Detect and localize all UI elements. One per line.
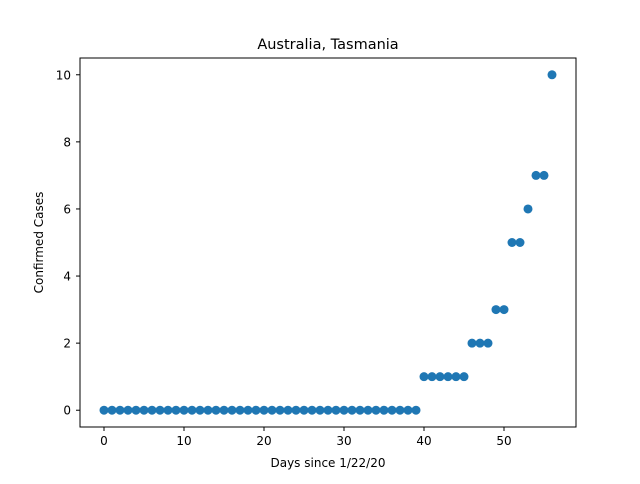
x-axis-ticks: 0 10 20 30 40 50 — [100, 427, 512, 448]
y-tick-label: 2 — [63, 337, 71, 351]
data-point — [515, 238, 525, 247]
data-point — [171, 405, 181, 415]
data-point — [275, 405, 285, 415]
y-axis-ticks: 0 2 4 6 8 10 — [56, 68, 80, 418]
data-point — [211, 405, 221, 415]
data-point — [475, 338, 485, 348]
data-point — [131, 405, 141, 415]
data-point — [163, 405, 173, 415]
x-tick-label: 30 — [336, 434, 351, 448]
data-point — [387, 405, 397, 415]
data-point — [243, 405, 253, 415]
plot-area-frame — [79, 57, 577, 428]
data-point — [411, 405, 421, 415]
data-point — [107, 405, 117, 415]
data-point — [251, 405, 261, 415]
data-points — [99, 70, 557, 415]
data-point — [299, 405, 309, 415]
data-point — [227, 405, 237, 415]
data-point — [523, 204, 533, 214]
data-point — [123, 405, 133, 415]
data-point — [443, 372, 453, 382]
data-point — [451, 372, 461, 382]
data-point — [467, 338, 477, 348]
data-point — [347, 405, 357, 415]
y-axis-label: Confirmed Cases — [32, 192, 46, 294]
data-point — [491, 305, 501, 315]
y-tick-label: 0 — [63, 404, 71, 418]
data-point — [371, 405, 381, 415]
data-point — [259, 405, 269, 415]
y-tick-label: 8 — [63, 135, 71, 149]
data-point — [155, 405, 165, 415]
x-tick-label: 0 — [100, 434, 108, 448]
data-point — [499, 305, 509, 315]
data-point — [355, 405, 365, 415]
data-point — [483, 338, 493, 348]
x-axis-label: Days since 1/22/20 — [270, 456, 385, 470]
x-tick-label: 10 — [176, 434, 191, 448]
data-point — [331, 405, 341, 415]
data-point — [267, 405, 277, 415]
data-point — [539, 170, 549, 180]
data-point — [435, 372, 445, 382]
data-point — [323, 405, 333, 415]
data-point — [307, 405, 317, 415]
data-point — [427, 372, 437, 382]
data-point — [339, 405, 349, 415]
x-tick-label: 40 — [416, 434, 431, 448]
data-point — [291, 405, 301, 415]
data-point — [507, 238, 517, 247]
data-point — [379, 405, 389, 415]
y-tick-label: 6 — [63, 202, 71, 216]
data-point — [195, 405, 205, 415]
data-point — [187, 405, 197, 415]
data-point — [547, 70, 557, 80]
data-point — [139, 405, 149, 415]
x-tick-label: 50 — [496, 434, 511, 448]
data-point — [403, 405, 413, 415]
data-point — [235, 405, 245, 415]
data-point — [315, 405, 325, 415]
x-tick-label: 20 — [256, 434, 271, 448]
chart-title: Australia, Tasmania — [257, 37, 398, 53]
data-point — [283, 405, 293, 415]
y-tick-label: 10 — [56, 68, 71, 82]
y-tick-label: 4 — [63, 270, 71, 284]
data-point — [219, 405, 229, 415]
data-point — [147, 405, 157, 415]
data-point — [459, 372, 469, 382]
data-point — [419, 372, 429, 382]
data-point — [115, 405, 125, 415]
data-point — [99, 405, 109, 415]
data-point — [395, 405, 405, 415]
data-point — [179, 405, 189, 415]
data-point — [203, 405, 213, 415]
data-point — [531, 170, 541, 180]
data-point — [363, 405, 373, 415]
